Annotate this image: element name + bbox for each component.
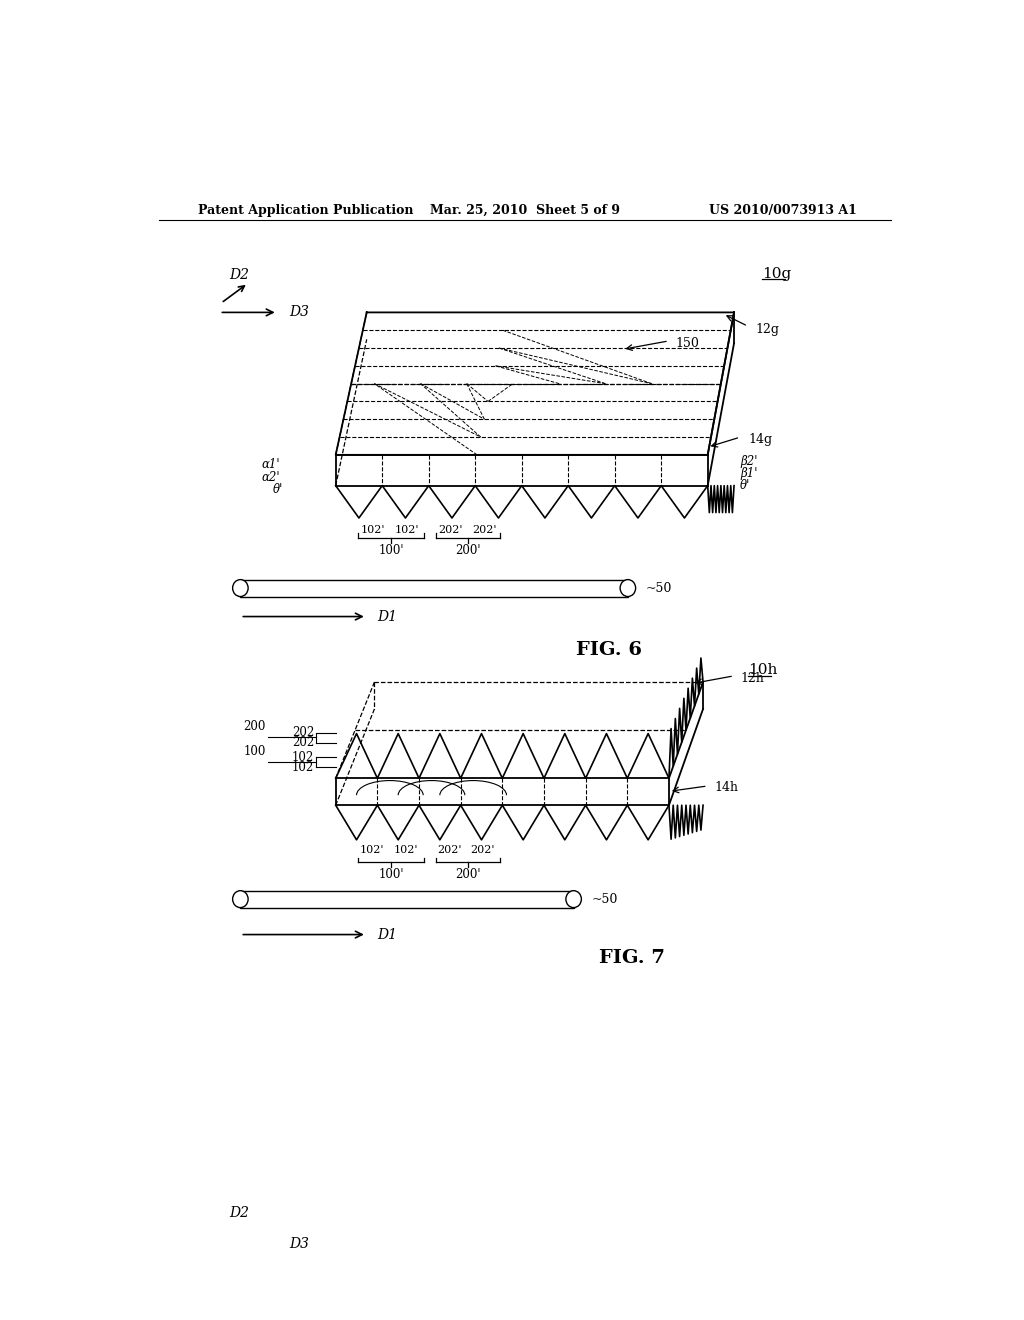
Text: 14h: 14h bbox=[715, 781, 738, 795]
Text: 200': 200' bbox=[455, 869, 480, 880]
Text: 14g: 14g bbox=[748, 433, 772, 446]
Text: 202: 202 bbox=[292, 726, 314, 739]
Text: β2': β2' bbox=[740, 454, 758, 467]
Text: α2': α2' bbox=[261, 471, 280, 483]
Ellipse shape bbox=[232, 891, 248, 908]
Text: D1: D1 bbox=[378, 610, 397, 623]
Text: D3: D3 bbox=[289, 1237, 309, 1251]
Text: 202: 202 bbox=[292, 737, 314, 750]
Text: 202': 202' bbox=[438, 524, 463, 535]
Bar bbox=[241, 579, 628, 597]
Text: 200': 200' bbox=[455, 544, 480, 557]
Text: 100': 100' bbox=[378, 869, 403, 880]
Text: θ': θ' bbox=[740, 479, 751, 492]
Text: Mar. 25, 2010  Sheet 5 of 9: Mar. 25, 2010 Sheet 5 of 9 bbox=[430, 205, 620, 218]
Text: 102': 102' bbox=[359, 845, 384, 855]
Text: α1': α1' bbox=[261, 458, 280, 471]
Text: 12g: 12g bbox=[756, 323, 779, 335]
Bar bbox=[241, 891, 573, 908]
Text: β1': β1' bbox=[740, 467, 758, 480]
Text: FIG. 7: FIG. 7 bbox=[599, 949, 665, 966]
Text: FIG. 6: FIG. 6 bbox=[575, 640, 641, 659]
Text: 102: 102 bbox=[292, 760, 314, 774]
Text: 100: 100 bbox=[244, 744, 266, 758]
Text: 100': 100' bbox=[378, 544, 403, 557]
Text: 202': 202' bbox=[472, 524, 497, 535]
Text: D2: D2 bbox=[228, 268, 249, 282]
Text: D3: D3 bbox=[289, 305, 309, 319]
Text: D1: D1 bbox=[378, 928, 397, 941]
Text: θ': θ' bbox=[272, 483, 283, 496]
Ellipse shape bbox=[232, 579, 248, 597]
Text: 150: 150 bbox=[676, 337, 699, 350]
Text: 102': 102' bbox=[360, 524, 385, 535]
Text: D2: D2 bbox=[228, 1206, 249, 1220]
Text: 200: 200 bbox=[244, 721, 266, 733]
Text: ~50: ~50 bbox=[592, 892, 617, 906]
Text: 102': 102' bbox=[394, 524, 419, 535]
Text: Patent Application Publication: Patent Application Publication bbox=[198, 205, 414, 218]
Text: 102: 102 bbox=[292, 751, 314, 764]
Text: 10h: 10h bbox=[748, 664, 777, 677]
Text: 202': 202' bbox=[437, 845, 462, 855]
Text: 202': 202' bbox=[471, 845, 496, 855]
Ellipse shape bbox=[566, 891, 582, 908]
Text: 102': 102' bbox=[393, 845, 418, 855]
Text: ~50: ~50 bbox=[646, 582, 672, 594]
Text: 10g: 10g bbox=[762, 267, 792, 281]
Text: US 2010/0073913 A1: US 2010/0073913 A1 bbox=[709, 205, 856, 218]
Ellipse shape bbox=[621, 579, 636, 597]
Text: 12h: 12h bbox=[740, 672, 764, 685]
